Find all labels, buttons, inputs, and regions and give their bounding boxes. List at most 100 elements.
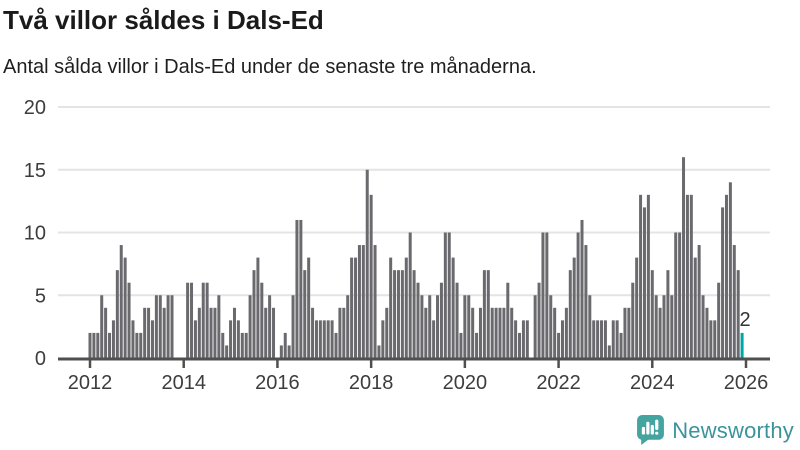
bar xyxy=(334,332,338,358)
bar xyxy=(646,194,650,358)
bar xyxy=(713,320,717,358)
bar xyxy=(553,307,557,358)
bar xyxy=(639,194,643,358)
bar xyxy=(678,232,682,358)
bar xyxy=(478,307,482,358)
bar xyxy=(236,320,240,358)
x-axis-tick-label: 2022 xyxy=(536,372,581,394)
bar xyxy=(709,320,713,358)
bar xyxy=(162,307,166,358)
bar xyxy=(490,307,494,358)
bar xyxy=(510,307,514,358)
bar xyxy=(268,295,272,358)
page-title: Två villor såldes i Dals-Ed xyxy=(3,5,324,35)
bar xyxy=(588,295,592,358)
bar xyxy=(486,270,490,358)
bar xyxy=(88,332,92,358)
bar xyxy=(322,320,326,358)
bar xyxy=(674,232,678,358)
bar xyxy=(412,270,416,358)
bar xyxy=(232,307,236,358)
bar xyxy=(291,295,295,358)
bar xyxy=(506,282,510,358)
bar xyxy=(373,245,377,358)
bar xyxy=(354,257,358,358)
bar xyxy=(139,332,143,358)
bar xyxy=(205,282,209,358)
bar xyxy=(459,332,463,358)
newsworthy-logo[interactable]: Newsworthy xyxy=(637,415,794,446)
bar xyxy=(654,295,658,358)
bar xyxy=(396,270,400,358)
bar xyxy=(701,295,705,358)
bar xyxy=(135,332,139,358)
x-axis-tick-label: 2020 xyxy=(443,372,488,394)
bar xyxy=(685,194,689,358)
bar xyxy=(131,320,135,358)
bar xyxy=(576,232,580,358)
bar xyxy=(197,307,201,358)
bar xyxy=(154,295,158,358)
bar xyxy=(307,257,311,358)
bar xyxy=(389,257,393,358)
bar xyxy=(303,270,307,358)
bar xyxy=(150,320,154,358)
bar xyxy=(650,270,654,358)
bar xyxy=(670,295,674,358)
bar xyxy=(221,332,225,358)
bar xyxy=(580,219,584,358)
bar xyxy=(311,307,315,358)
bar xyxy=(260,282,264,358)
bar xyxy=(705,307,709,358)
bar xyxy=(108,332,112,358)
bar xyxy=(557,332,561,358)
x-axis-tick-label: 2018 xyxy=(349,372,394,394)
x-axis-tick-label: 2026 xyxy=(724,372,769,394)
bar xyxy=(635,257,639,358)
bar xyxy=(658,307,662,358)
bar xyxy=(584,245,588,358)
bar xyxy=(213,307,217,358)
bar xyxy=(381,320,385,358)
bar xyxy=(623,307,627,358)
bar xyxy=(350,257,354,358)
bar xyxy=(514,320,518,358)
bar xyxy=(455,282,459,358)
bar xyxy=(229,320,233,358)
bar xyxy=(533,295,537,358)
bar xyxy=(147,307,151,358)
bar xyxy=(272,307,276,358)
bar xyxy=(244,332,248,358)
y-axis-tick-label: 5 xyxy=(35,285,46,307)
bar xyxy=(123,257,127,358)
bar xyxy=(361,245,365,358)
x-axis-tick-label: 2014 xyxy=(161,372,206,394)
brand-name: Newsworthy xyxy=(672,417,794,443)
bar xyxy=(287,345,291,358)
bar xyxy=(201,282,205,358)
y-axis-tick-label: 15 xyxy=(24,160,46,182)
bar xyxy=(619,332,623,358)
bar xyxy=(170,295,174,358)
bar xyxy=(420,295,424,358)
bar xyxy=(467,295,471,358)
bar xyxy=(693,257,697,358)
bar xyxy=(439,282,443,358)
bar xyxy=(463,295,467,358)
bar xyxy=(393,270,397,358)
bar xyxy=(560,320,564,358)
chart-header: Två villor såldes i Dals-Ed Antal sålda … xyxy=(3,0,797,79)
bar xyxy=(96,332,100,358)
bar xyxy=(217,295,221,358)
bar xyxy=(357,245,361,358)
chart-subtitle: Antal sålda villor i Dals-Ed under de se… xyxy=(3,55,537,78)
bar xyxy=(104,307,108,358)
bar xyxy=(428,295,432,358)
bar xyxy=(451,257,455,358)
bar xyxy=(494,307,498,358)
bar xyxy=(186,282,190,358)
bar xyxy=(119,245,123,358)
bar xyxy=(600,320,604,358)
bar xyxy=(447,232,451,358)
bar xyxy=(346,295,350,358)
